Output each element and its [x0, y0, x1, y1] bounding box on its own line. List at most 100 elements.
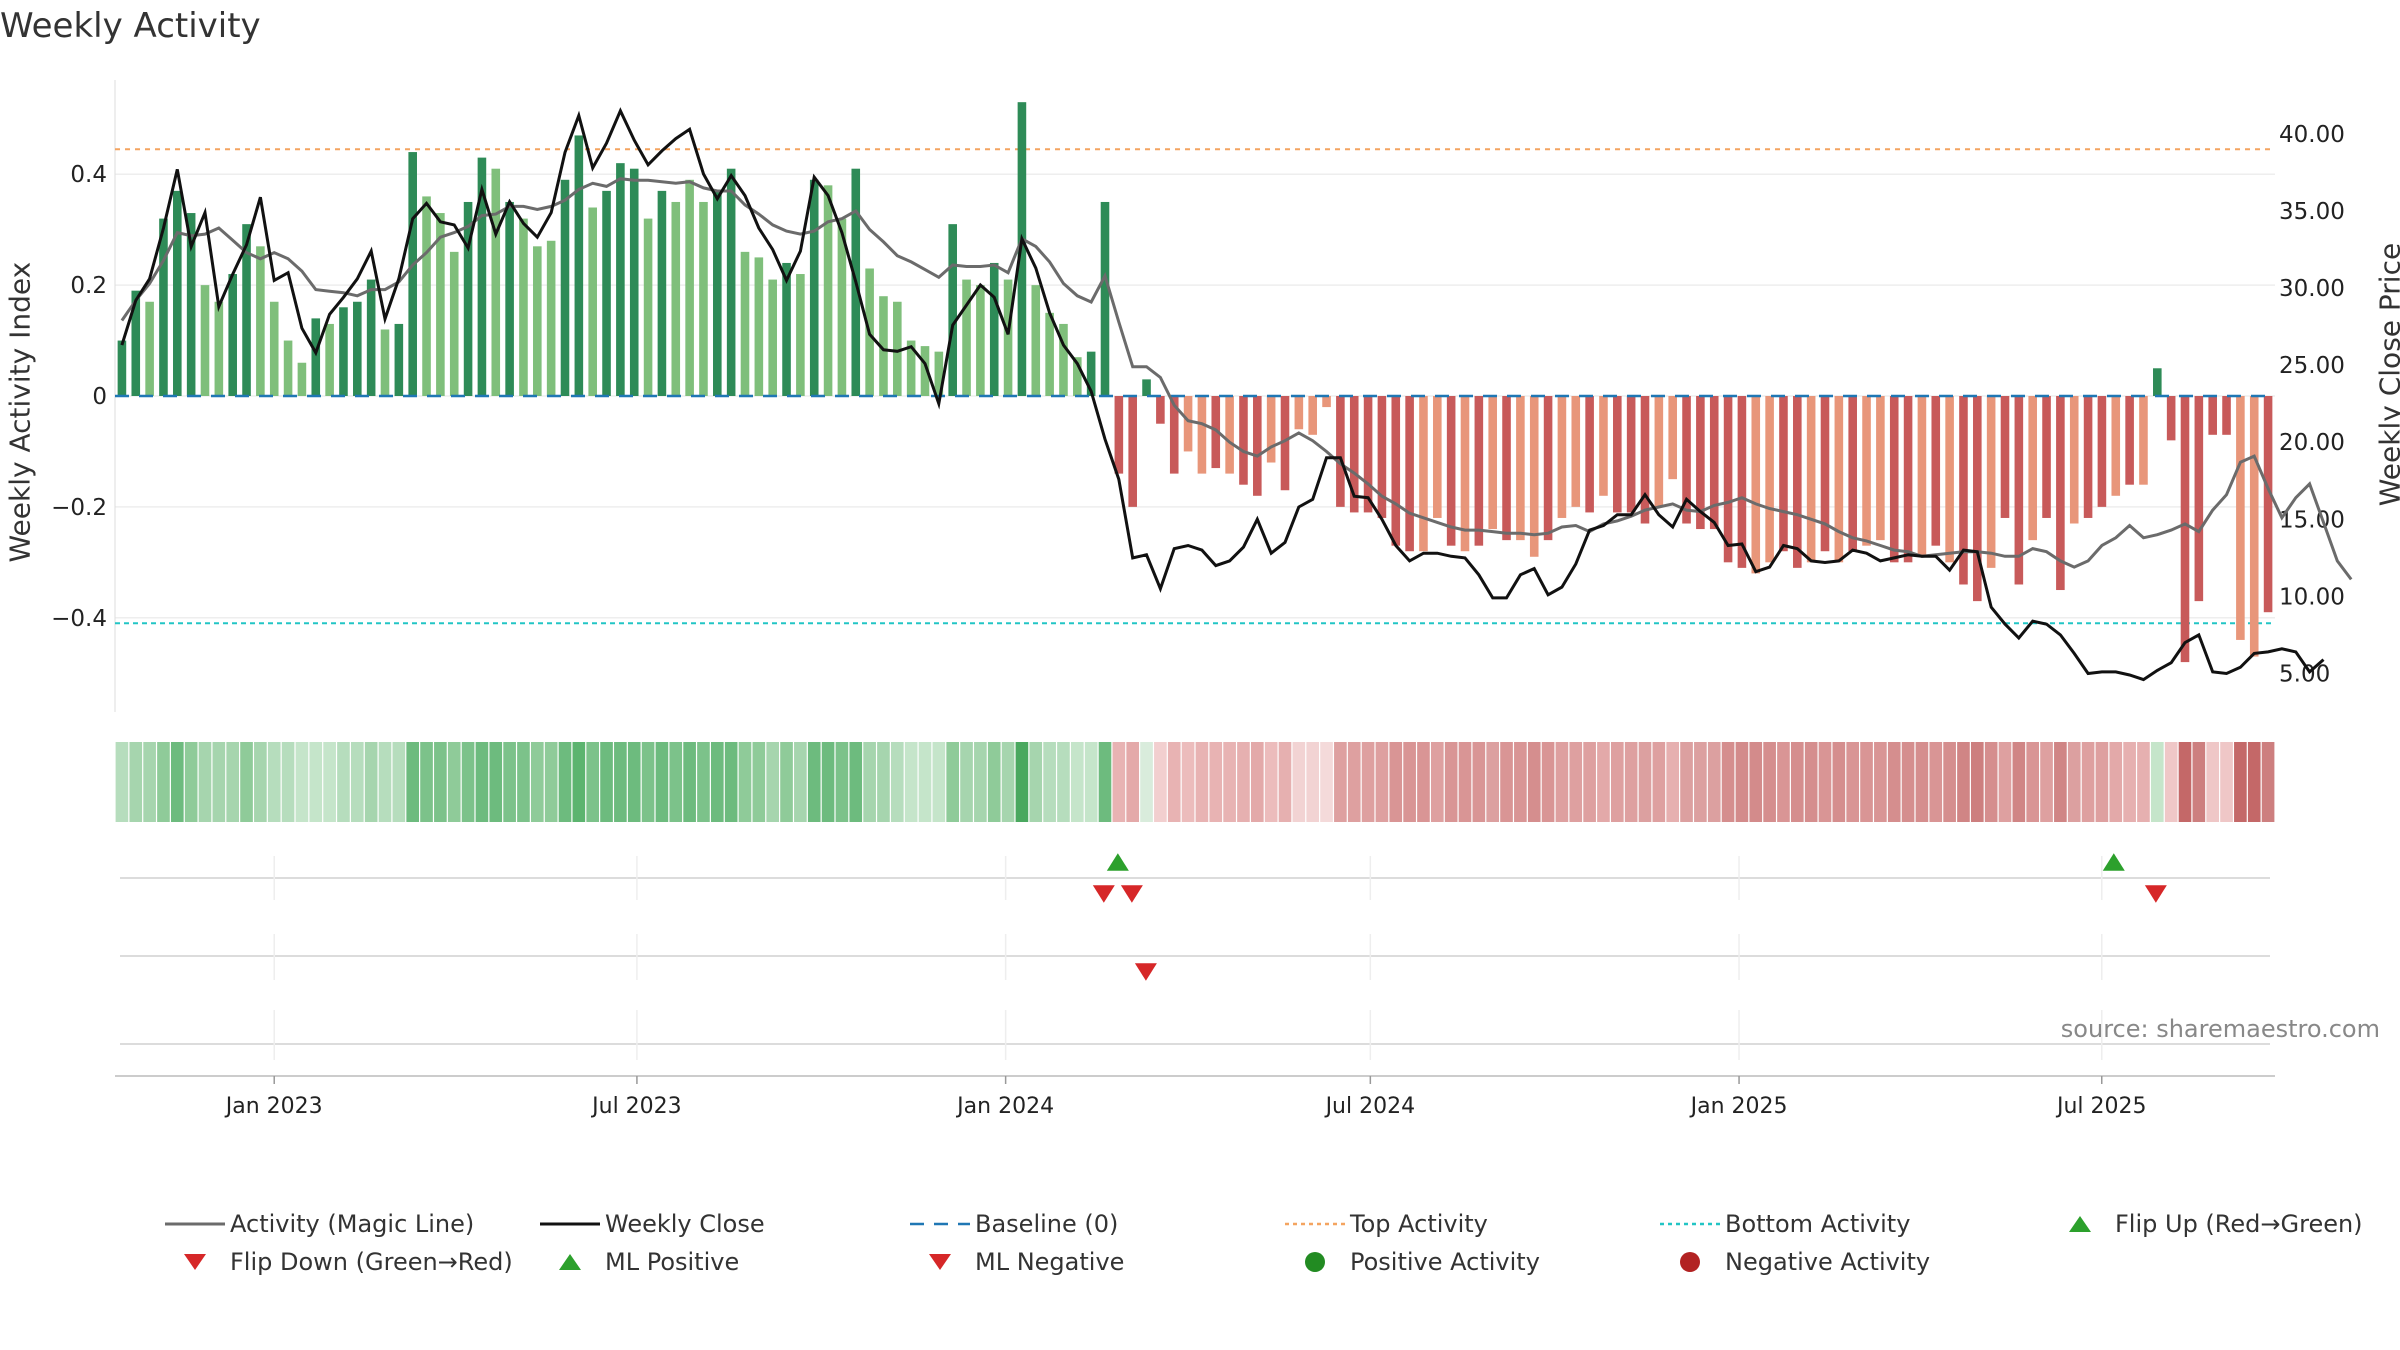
activity-bar — [1640, 396, 1650, 524]
y-tick-left-0: 0.4 — [70, 162, 107, 188]
activity-bar — [1349, 396, 1359, 513]
activity-bar — [976, 285, 985, 396]
activity-bar — [546, 240, 556, 396]
heat-strip-cell — [1929, 742, 1943, 822]
activity-bar — [1806, 396, 1816, 563]
activity-bar — [1169, 396, 1179, 474]
heat-strip-cell — [1887, 742, 1901, 822]
activity-bar — [131, 290, 141, 396]
heat-strip-cell — [1597, 742, 1610, 822]
heat-strip-cell — [2178, 742, 2192, 822]
legend-label: Activity (Magic Line) — [230, 1210, 475, 1238]
activity-bar — [796, 274, 805, 396]
activity-bar — [560, 179, 570, 396]
activity-bar — [2000, 396, 2010, 518]
activity-bar — [1959, 396, 1968, 585]
activity-bar — [1446, 396, 1456, 546]
legend-item: Bottom Activity — [1655, 1210, 1910, 1238]
heat-strip-cell — [710, 742, 724, 822]
y-tick-right-1: 35.00 — [2279, 199, 2345, 225]
heat-strip-cell — [821, 742, 835, 822]
heat-strip-cell — [544, 742, 558, 822]
heat-strip-cell — [1250, 742, 1264, 822]
activity-bar — [269, 301, 279, 396]
activity-bar — [1889, 396, 1899, 563]
activity-bar — [353, 301, 362, 396]
activity-bar — [1419, 396, 1428, 552]
heat-strip-cell — [627, 742, 641, 822]
heat-strip-cell — [1901, 742, 1915, 822]
heat-strip-cell — [1292, 742, 1306, 822]
activity-bar — [477, 157, 487, 396]
activity-bar — [1682, 396, 1691, 524]
activity-bar — [657, 190, 667, 396]
heat-strip-cell — [129, 742, 143, 822]
activity-bar — [1003, 279, 1013, 396]
heat-strip-cell — [1140, 742, 1153, 822]
activity-bar — [1460, 396, 1470, 552]
activity-bar — [1529, 396, 1539, 557]
heat-strip-cell — [1112, 742, 1126, 822]
activity-bar — [1239, 396, 1248, 485]
heat-strip-cell — [1098, 742, 1112, 822]
legend-swatch-shape — [184, 1254, 206, 1270]
heat-strip-cell — [1680, 742, 1693, 822]
heat-strip-cell — [309, 742, 323, 822]
heat-strip-cell — [946, 742, 960, 822]
heat-strip-cell — [254, 742, 267, 822]
heat-strip-cell — [281, 742, 295, 822]
activity-bar — [1668, 396, 1677, 480]
activity-bar — [422, 196, 431, 396]
legend-label: Bottom Activity — [1725, 1210, 1911, 1238]
heat-strip-cell — [503, 742, 516, 822]
heat-strip-cell — [1070, 742, 1084, 822]
heat-strip-cell — [1084, 742, 1098, 822]
heat-strip-cell — [1444, 742, 1458, 822]
activity-bar — [145, 301, 154, 396]
activity-bar — [602, 190, 611, 396]
legend-swatch-shape — [559, 1254, 581, 1270]
magic-line-series — [120, 177, 2353, 581]
heat-strip-cell — [1417, 742, 1430, 822]
heat-strip-cell — [849, 742, 863, 822]
legend-item: Weekly Close — [535, 1210, 765, 1238]
activity-bar — [505, 201, 514, 396]
x-tick-label-4: Jan 2025 — [1689, 1094, 1788, 1119]
legend-swatch — [165, 1222, 225, 1226]
heat-strip-cell — [2192, 742, 2206, 822]
legend-label: Positive Activity — [1350, 1248, 1540, 1276]
activity-bar — [2249, 396, 2259, 657]
heat-strip-cell — [1458, 742, 1472, 822]
activity-bar — [588, 207, 597, 396]
activity-bar — [920, 346, 930, 396]
heat-strip-cell — [932, 742, 946, 822]
source-credit: source: sharemaestro.com — [2060, 1015, 2380, 1043]
chart-title: Weekly Activity — [0, 6, 261, 46]
heat-strip-cell — [586, 742, 600, 822]
heat-strip-cell — [1970, 742, 1984, 822]
heat-strip-cell — [2261, 742, 2275, 822]
activity-bar — [117, 340, 127, 396]
activity-bar — [186, 213, 196, 396]
heat-strip-cell — [1486, 742, 1500, 822]
activity-bar — [2111, 396, 2121, 496]
heat-strip-cell — [1610, 742, 1624, 822]
heat-strip-cell — [295, 742, 309, 822]
legend-swatch — [2069, 1216, 2091, 1232]
heat-strip-cell — [1527, 742, 1541, 822]
activity-bar — [2125, 396, 2134, 485]
activity-bar — [159, 218, 168, 396]
heat-strip-cell — [766, 742, 780, 822]
activity-bar — [256, 246, 265, 396]
activity-bar — [1197, 396, 1207, 474]
heat-strip-cell — [1430, 742, 1444, 822]
activity-bar — [2180, 396, 2190, 663]
heat-strip-cell — [794, 742, 807, 822]
activity-bar — [713, 190, 722, 396]
activity-bar — [962, 279, 971, 396]
activity-bar — [1142, 379, 1151, 396]
heat-strip-cell — [960, 742, 973, 822]
legend-swatch-shape — [1305, 1252, 1325, 1272]
activity-bar — [1765, 396, 1774, 563]
activity-bar — [1751, 396, 1761, 574]
